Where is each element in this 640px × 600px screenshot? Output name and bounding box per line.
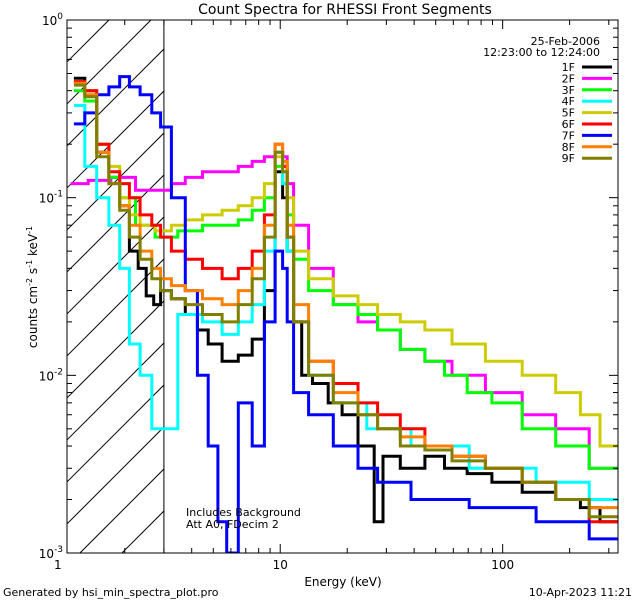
- hatch-line: [66, 132, 165, 231]
- legend-label-6F: 6F: [562, 118, 575, 131]
- x-tick-label: 1: [54, 558, 62, 572]
- y-tick-label: 10-2: [39, 367, 63, 383]
- axis-ticks: 1 10 100 10-3 10-2 10-1 100: [39, 12, 618, 572]
- hatch-line: [66, 342, 165, 441]
- hatch-line: [66, 48, 165, 147]
- y-tick-label: 10-1: [39, 190, 63, 206]
- series-8F-line: [73, 81, 618, 510]
- hatch-line: [66, 258, 165, 357]
- hatch-line: [66, 90, 165, 189]
- background-hatch-region: [66, 19, 165, 554]
- attenuator-note: Att A0, FDecim 2: [186, 518, 279, 531]
- date-annotation: 25-Feb-2006: [531, 35, 600, 48]
- hatch-line: [79, 468, 165, 554]
- series-9F-line: [73, 83, 618, 519]
- legend-label-9F: 9F: [562, 152, 575, 165]
- time-range-annotation: 12:23:00 to 12:24:00: [483, 46, 600, 59]
- legend-label-7F: 7F: [562, 129, 575, 142]
- hatch-line: [66, 384, 165, 483]
- legend-label-8F: 8F: [562, 141, 575, 154]
- hatch-line: [66, 300, 165, 399]
- series-1F-line: [73, 76, 618, 524]
- series-5F-line: [73, 80, 618, 448]
- background-note: Includes Background: [186, 506, 301, 519]
- x-axis-label: Energy (keV): [304, 575, 381, 589]
- hatch-line: [66, 216, 165, 315]
- x-tick-label: 100: [491, 558, 514, 572]
- plot-border: [66, 19, 619, 554]
- legend-label-2F: 2F: [562, 72, 575, 85]
- legend-label-3F: 3F: [562, 84, 575, 97]
- x-tick-label: 10: [273, 558, 288, 572]
- legend-label-4F: 4F: [562, 95, 575, 108]
- series-group: [70, 75, 618, 553]
- y-axis-label: counts cm-2 s-1 keV-1: [25, 226, 40, 348]
- series-7F-line: [73, 75, 618, 553]
- y-tick-label: 100: [42, 12, 63, 28]
- series-4F-line: [73, 104, 618, 501]
- generated-by-label: Generated by hsi_min_spectra_plot.pro: [3, 586, 219, 599]
- hatch-line: [66, 19, 110, 63]
- series-6F-line: [73, 80, 618, 524]
- legend-label-1F: 1F: [562, 61, 575, 74]
- hatch-line: [66, 426, 165, 525]
- y-tick-label: 10-3: [39, 545, 63, 561]
- legend-label-5F: 5F: [562, 107, 575, 120]
- chart-title: Count Spectra for RHESSI Front Segments: [198, 2, 492, 18]
- plot-frame: [66, 19, 619, 554]
- timestamp-label: 10-Apr-2023 11:21: [528, 586, 632, 599]
- hatch-line: [121, 510, 165, 554]
